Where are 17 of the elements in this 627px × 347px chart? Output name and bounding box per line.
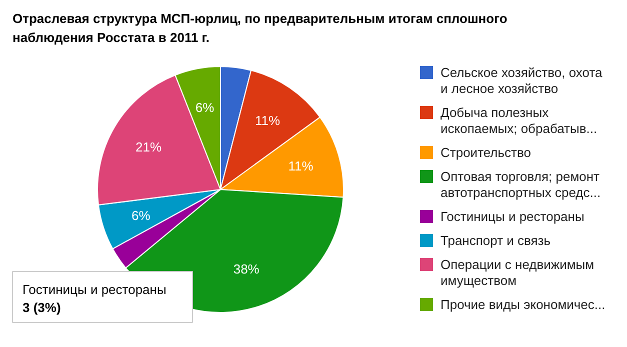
text: 3 (3%): [22, 300, 61, 315]
data-label: 38%: [233, 262, 260, 277]
data-label: 6%: [132, 208, 151, 223]
data-label: 11%: [288, 158, 314, 174]
data-label: 21%: [136, 139, 162, 154]
legend-label: Сельское хозяйство, охота и лесное хозяйство: [440, 65, 604, 96]
legend-label: Оптовая торговля; ремонт автотранспортных средс...: [440, 169, 601, 200]
chart-title: Отраслевая структура МСП-юрлиц, по предварительным итогам сплошного наблюдения Росстата в 2011 г.: [12, 11, 508, 45]
slice-label: Гостиницы и рестораны: [22, 282, 166, 297]
data-label: 6%: [195, 100, 215, 115]
data-label: 11%: [254, 112, 280, 128]
legend-label: Прочие виды экономичес...: [440, 297, 606, 312]
legend-label: Операции с недвижимым имуществом: [440, 257, 594, 288]
legend-label: Добыча полезных ископаемых; обрабатыв...: [440, 105, 598, 136]
legend-label: Транспорт и связь: [440, 233, 551, 248]
legend-label: Гостиницы и рестораны: [440, 209, 584, 224]
legend-label: Строительство: [440, 145, 531, 160]
